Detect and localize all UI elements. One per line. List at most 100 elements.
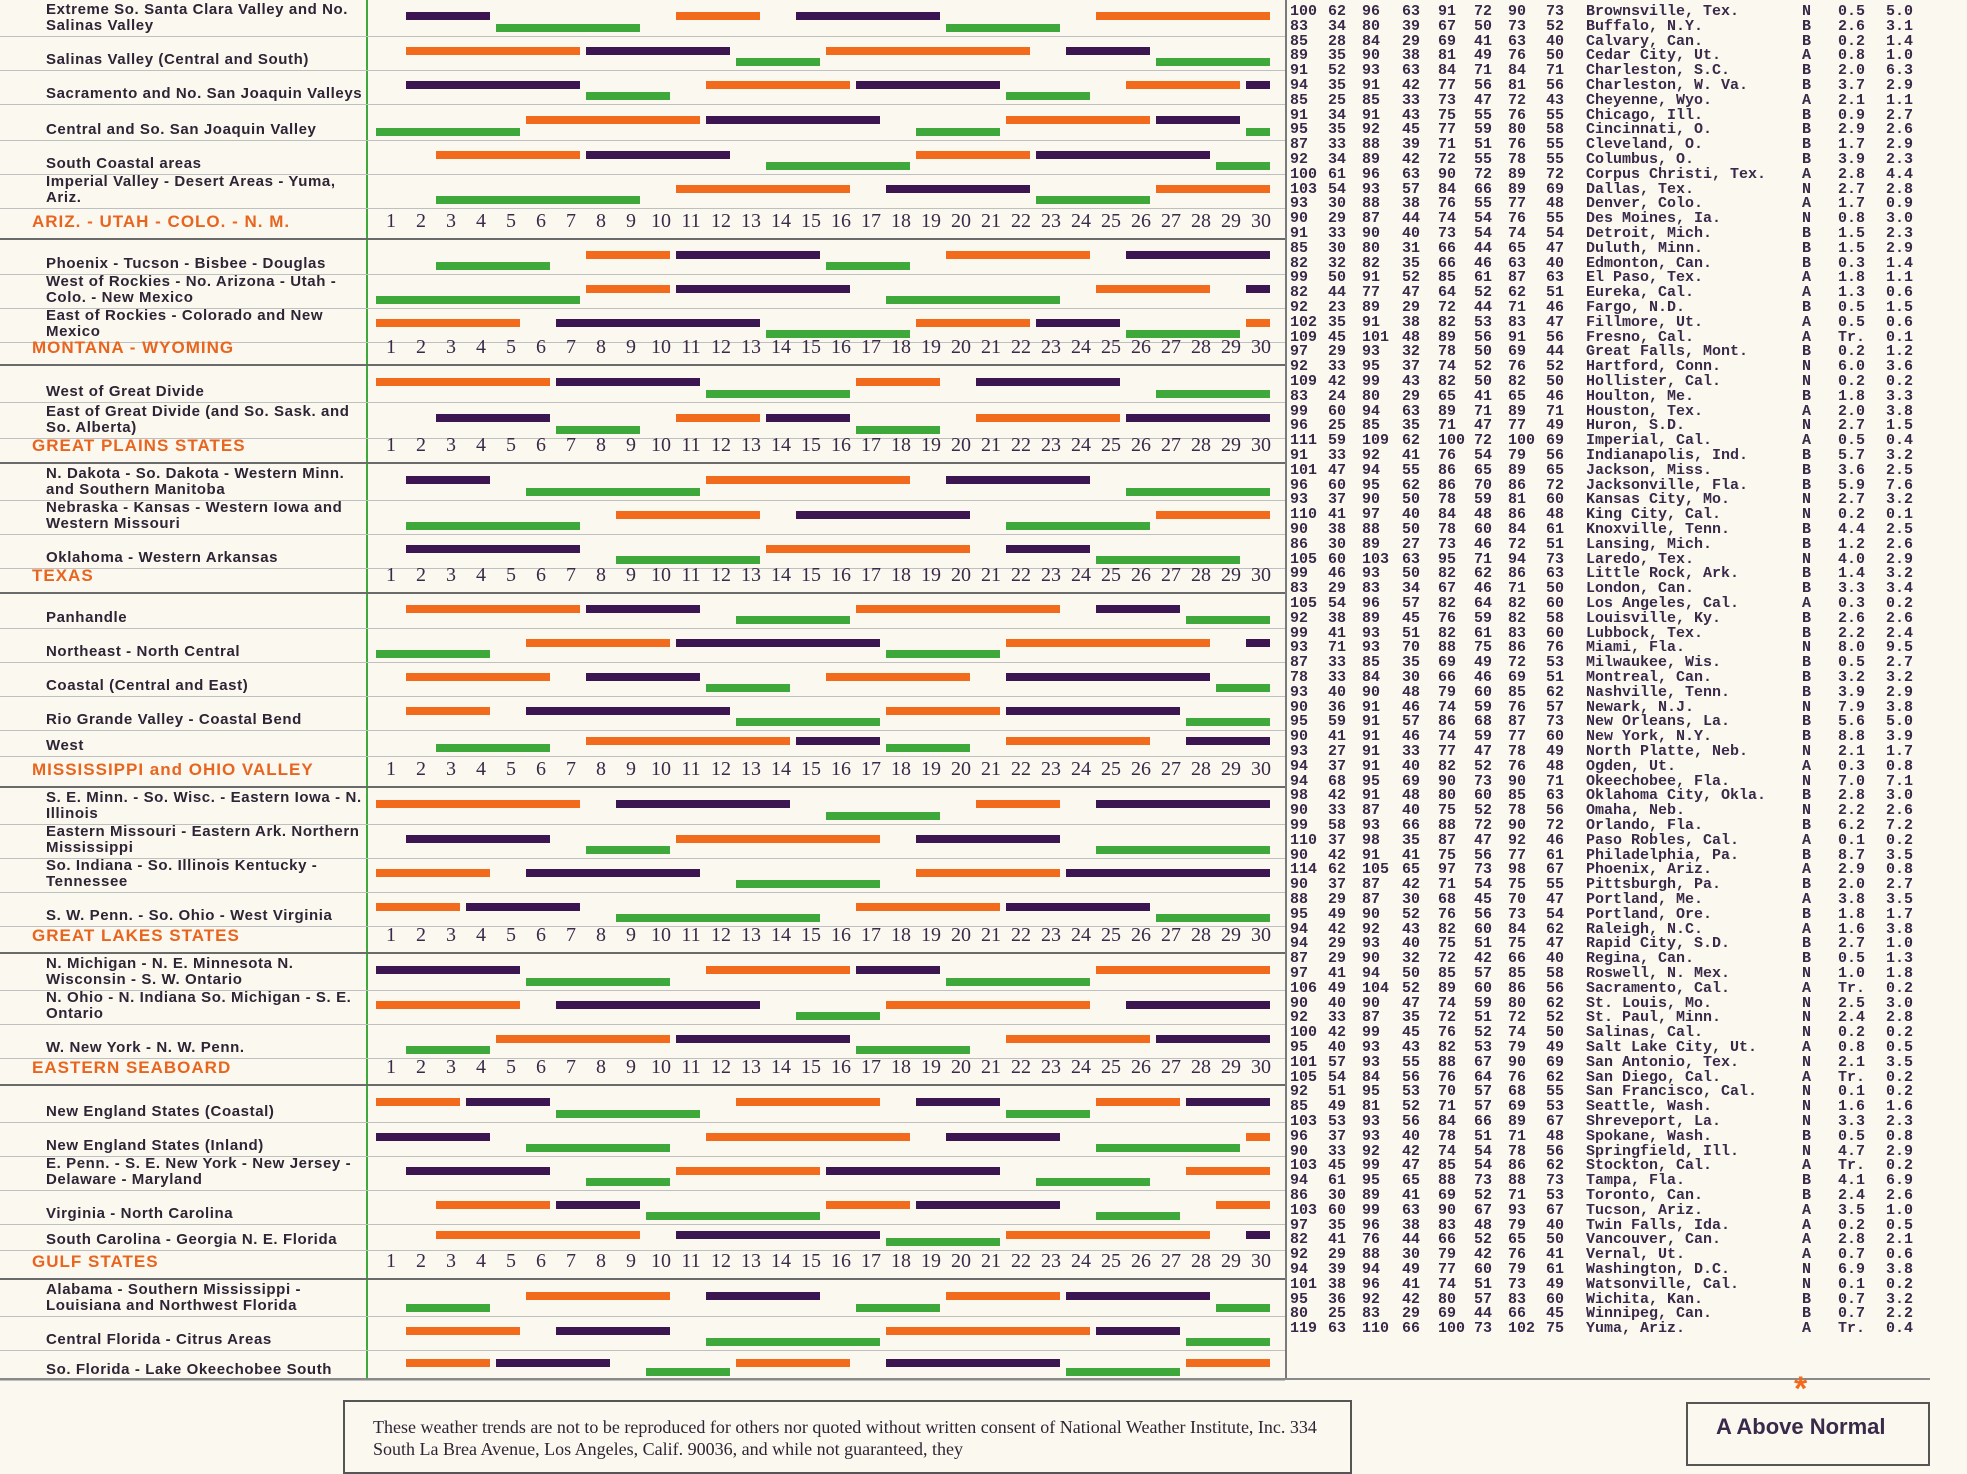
temperature-value: 35 (1328, 121, 1347, 139)
city-row: 91 33 92 41 76 54 79 56 Indianapolis, Ind. B 5.7 3.… (1290, 448, 1950, 463)
temperature-value: 99 (1290, 402, 1309, 420)
temperature-value: 85 (1438, 1157, 1457, 1175)
temperature-value: 71 (1508, 299, 1527, 316)
city-row: 97 41 94 50 85 57 85 58 Roswell, N. Mex. N 1.0 1.8 (1290, 966, 1950, 981)
temperature-value: 89 (1438, 979, 1457, 997)
day-number: 3 (446, 336, 456, 358)
precip-normal: 0.2 (1886, 979, 1914, 997)
subregion-label: W. New York - N. W. Penn. (46, 1039, 245, 1056)
day-number: 10 (651, 564, 671, 586)
city-name: Jacksonville, Fla. (1586, 476, 1749, 494)
rain-trend-bar (1246, 128, 1270, 136)
precip-normal: 0.6 (1886, 313, 1914, 331)
temperature-value: 88 (1290, 891, 1309, 908)
precip-normal: 6.3 (1886, 62, 1914, 80)
precip-forecast: 0.3 (1838, 757, 1866, 775)
temperature-value: 41 (1402, 447, 1421, 464)
trend-category: B (1802, 876, 1812, 894)
subregion-row: Northeast - North Central (0, 628, 1285, 663)
trend-bars (0, 730, 1285, 756)
temperature-value: 29 (1402, 1305, 1421, 1323)
city-name: Miami, Fla. (1586, 639, 1686, 657)
region-header: EASTERN SEABOARD 1 2 3 4 5 6 7 8 9 10 11 12 13 14 15 16 1… (0, 1054, 1285, 1086)
city-row: 94 35 91 42 77 56 81 56 Charleston, W. Va. B 3.7 2.… (1290, 78, 1950, 93)
temperature-value: 89 (1508, 180, 1527, 198)
city-name: Kansas City, Mo. (1586, 491, 1731, 509)
warm-trend-bar (856, 605, 1060, 613)
temperature-value: 75 (1438, 935, 1457, 953)
temperature-value: 73 (1438, 91, 1457, 109)
trend-category: A (1802, 1201, 1812, 1219)
city-name: Houlton, Me. (1586, 387, 1695, 405)
day-number: 25 (1101, 210, 1121, 232)
day-number: 2 (416, 564, 426, 586)
trend-category: B (1802, 535, 1812, 553)
subregion-row: South Coastal areas (0, 140, 1285, 175)
city-row: 85 28 84 29 69 41 63 40 Calvary, Can. B 0.2 1.4 (1290, 34, 1950, 49)
temperature-value: 34 (1328, 106, 1347, 124)
temperature-value: 50 (1474, 373, 1493, 390)
warm-trend-bar (1006, 639, 1210, 647)
precip-normal: 0.1 (1886, 506, 1914, 524)
day-number: 22 (1011, 210, 1031, 232)
day-number: 29 (1221, 1250, 1241, 1272)
city-name: Knoxville, Tenn. (1586, 521, 1731, 538)
precip-forecast: 2.4 (1838, 1009, 1866, 1027)
city-name: Fargo, N.D. (1586, 299, 1686, 316)
trend-category: N (1802, 1261, 1812, 1278)
day-number: 29 (1221, 1056, 1241, 1078)
temperature-value: 82 (1438, 920, 1457, 938)
temperature-value: 30 (1328, 195, 1347, 213)
temperature-value: 100 (1508, 432, 1536, 450)
city-row: 105 54 96 57 82 64 82 60 Los Angeles, Cal. A 0.3 0.… (1290, 596, 1950, 611)
subregion-label: Sacramento and No. San Joaquin Valleys (46, 85, 363, 102)
day-number: 10 (651, 434, 671, 456)
precip-forecast: 2.9 (1838, 121, 1866, 139)
city-row: 105 54 84 56 76 64 76 62 San Diego, Cal. A Tr. 0.2 (1290, 1070, 1950, 1085)
trend-category: B (1802, 1187, 1812, 1204)
day-number: 5 (506, 434, 516, 456)
temperature-value: 74 (1438, 358, 1457, 376)
precip-forecast: 0.2 (1838, 373, 1866, 390)
warm-trend-bar (886, 707, 1000, 715)
cool-trend-bar (796, 12, 940, 20)
city-row: 97 29 93 32 78 50 69 44 Great Falls, Mont. B 0.2 1.… (1290, 344, 1950, 359)
trend-category: B (1802, 461, 1812, 479)
precip-normal: 2.9 (1886, 136, 1914, 154)
precip-normal: 3.2 (1886, 1290, 1914, 1308)
temperature-value: 77 (1438, 743, 1457, 760)
trend-category: B (1802, 1172, 1812, 1190)
trend-category: A (1802, 402, 1812, 420)
temperature-value: 89 (1438, 402, 1457, 420)
temperature-value: 25 (1328, 1305, 1347, 1323)
temperature-value: 69 (1438, 654, 1457, 672)
temperature-value: 91 (1362, 313, 1381, 331)
temperature-value: 68 (1438, 891, 1457, 908)
cool-trend-bar (466, 1098, 550, 1106)
temperature-value: 63 (1402, 402, 1421, 420)
subregion-row: Central and So. San Joaquin Valley (0, 104, 1285, 141)
trend-category: N (1802, 1275, 1812, 1293)
warm-trend-bar (376, 903, 460, 911)
temperature-value: 51 (1546, 284, 1565, 302)
trend-category: N (1802, 1083, 1812, 1101)
city-row: 83 34 80 39 67 50 73 52 Buffalo, N.Y. B 2.6 3.1 (1290, 19, 1950, 34)
day-number: 20 (951, 1250, 971, 1272)
temperature-value: 69 (1546, 1053, 1565, 1071)
temperature-value: 90 (1290, 698, 1309, 716)
precip-forecast: 2.4 (1838, 1187, 1866, 1204)
subregion-label: S. W. Penn. - So. Ohio - West Virginia (46, 907, 333, 924)
temperature-value: 48 (1474, 506, 1493, 524)
city-row: 86 30 89 41 69 52 71 53 Toronto, Can. B 2.4 2.6 (1290, 1188, 1950, 1203)
rain-trend-bar (736, 58, 820, 66)
cool-trend-bar (586, 47, 730, 55)
warm-trend-bar (976, 414, 1120, 422)
temperature-value: 46 (1474, 254, 1493, 272)
city-name: Charleston, W. Va. (1586, 77, 1749, 94)
warm-trend-bar (1006, 1035, 1150, 1043)
temperature-value: 49 (1474, 654, 1493, 672)
day-number: 5 (506, 336, 516, 358)
cool-trend-bar (526, 869, 700, 877)
temperature-value: 62 (1328, 3, 1347, 20)
temperature-value: 42 (1474, 950, 1493, 968)
